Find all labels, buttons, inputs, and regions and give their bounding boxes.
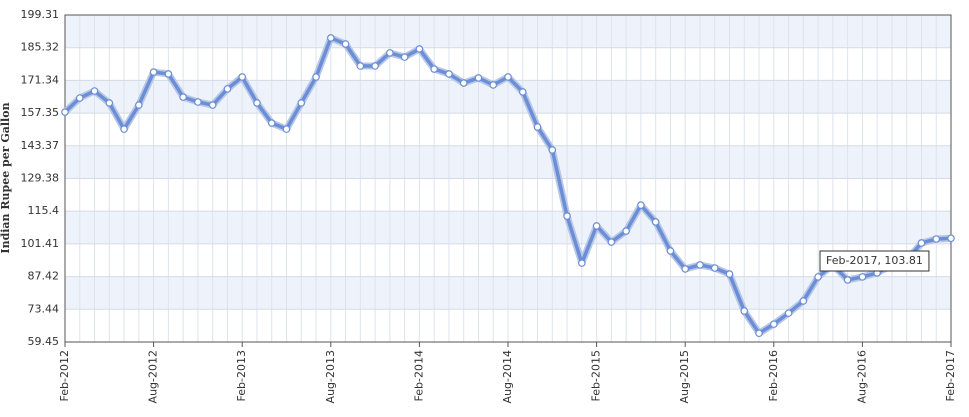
point (504, 73, 512, 81)
point (386, 49, 394, 57)
point (267, 119, 276, 127)
point (755, 329, 763, 338)
tooltip-text: Feb-2017, 103.81 (826, 254, 923, 267)
point (75, 94, 84, 102)
point (932, 235, 941, 243)
point (90, 87, 99, 95)
y-tick-label: 73.44 (28, 302, 60, 315)
x-tick-label: Aug-2015 (678, 350, 691, 403)
point (622, 227, 630, 235)
point (651, 218, 660, 226)
point (61, 108, 69, 116)
y-tick-label: 143.37 (21, 139, 60, 152)
point (135, 101, 143, 109)
tooltip: Feb-2017, 103.81 (819, 250, 930, 272)
y-tick-label: 87.42 (28, 270, 60, 283)
point (947, 234, 955, 243)
point (253, 99, 261, 107)
point (784, 309, 793, 317)
point (518, 88, 527, 96)
point (769, 320, 778, 328)
point (194, 98, 202, 106)
point (917, 239, 926, 247)
point (105, 99, 114, 107)
point (282, 125, 291, 133)
x-tick-label: Aug-2016 (855, 350, 868, 403)
point (843, 276, 852, 284)
point (710, 264, 719, 272)
y-tick-label: 185.32 (21, 41, 60, 54)
y-tick-label: 171.34 (21, 73, 60, 86)
point (445, 70, 453, 78)
point (799, 297, 808, 305)
point (533, 123, 542, 131)
y-tick-label: 157.35 (21, 106, 60, 119)
point (637, 201, 645, 209)
point (681, 265, 690, 273)
point (312, 73, 320, 81)
x-tick-label: Aug-2014 (501, 350, 514, 403)
y-axis-label: Indian Rupee per Gallon (0, 102, 12, 253)
point (725, 270, 734, 278)
point (208, 101, 217, 109)
point (179, 93, 187, 101)
x-tick-label: Feb-2015 (590, 350, 603, 401)
point (238, 73, 247, 81)
point (592, 222, 601, 230)
point (164, 70, 173, 78)
x-tick-label: Feb-2017 (944, 350, 957, 401)
point (696, 261, 704, 269)
point (223, 85, 232, 93)
y-tick-label: 129.38 (21, 172, 60, 185)
point (297, 99, 306, 107)
point (666, 247, 675, 255)
point (814, 273, 822, 281)
point (400, 53, 409, 61)
point (489, 81, 498, 89)
y-tick-label: 59.45 (28, 335, 60, 348)
point (607, 238, 616, 246)
point (474, 74, 483, 82)
y-tick-label: 101.41 (21, 237, 60, 250)
point (356, 62, 365, 70)
point (548, 146, 557, 154)
x-tick-label: Aug-2013 (324, 350, 337, 403)
x-tick-label: Feb-2013 (235, 350, 248, 401)
point (740, 307, 749, 315)
x-tick-label: Feb-2014 (412, 350, 425, 401)
point (415, 45, 424, 53)
y-tick-label: 199.31 (21, 8, 60, 21)
point (371, 62, 379, 70)
tooltip-box (819, 250, 930, 272)
point (858, 273, 867, 281)
x-tick-label: Aug-2012 (147, 350, 160, 403)
y-tick-label: 115.4 (28, 204, 60, 217)
point (120, 125, 128, 133)
point (459, 79, 468, 87)
point (341, 40, 350, 48)
point (563, 212, 571, 220)
point (578, 259, 586, 267)
x-tick-label: Feb-2012 (58, 350, 71, 401)
point (326, 34, 335, 42)
point (430, 65, 438, 73)
x-tick-label: Feb-2016 (767, 350, 780, 401)
point (149, 68, 158, 76)
